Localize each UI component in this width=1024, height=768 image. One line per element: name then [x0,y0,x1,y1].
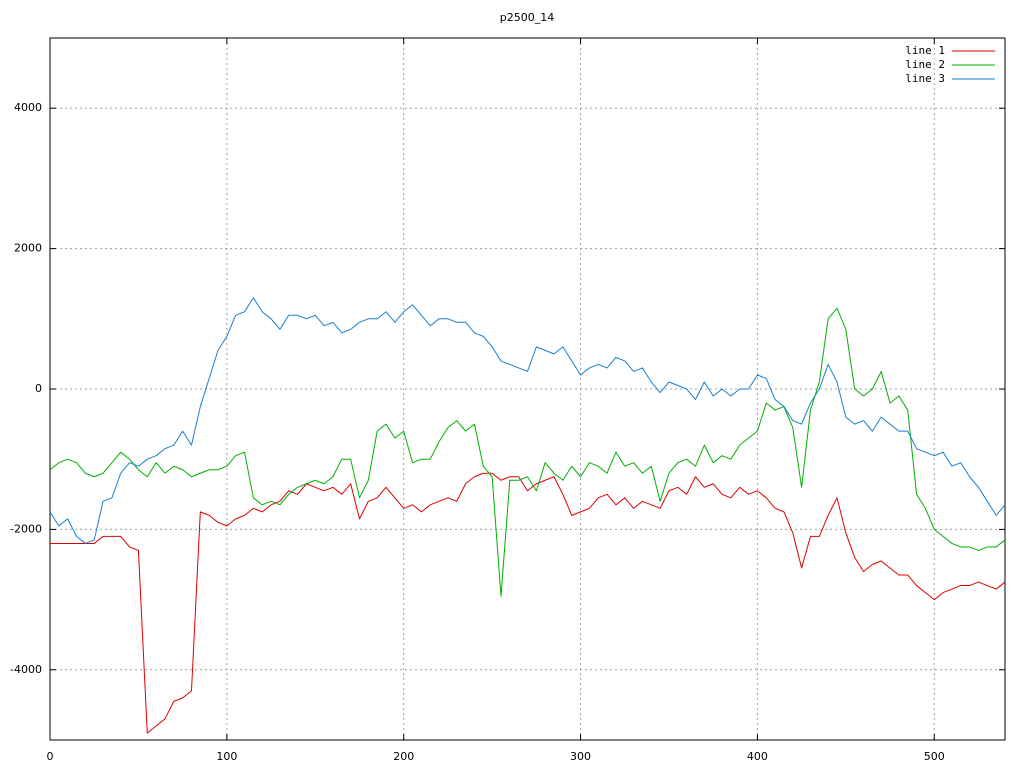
x-tick-label: 200 [393,750,414,763]
series-line [50,472,1006,734]
x-tick-label: 0 [47,750,54,763]
y-tick-label: 2000 [14,242,42,255]
legend-label: line 3 [905,72,945,85]
x-tick-label: 100 [216,750,237,763]
x-tick-label: 500 [924,750,945,763]
y-tick-label: -4000 [10,663,42,676]
x-tick-label: 400 [747,750,768,763]
x-tick-label: 300 [570,750,591,763]
series-line [49,307,1006,597]
series-line [49,297,1006,544]
legend-label: line 1 [905,44,945,57]
legend-label: line 2 [905,58,945,71]
chart-title: p2500_14 [500,11,554,24]
plot-frame [49,37,1006,741]
y-tick-label: 4000 [14,101,42,114]
y-tick-label: 0 [35,382,42,395]
y-tick-label: -2000 [10,522,42,535]
